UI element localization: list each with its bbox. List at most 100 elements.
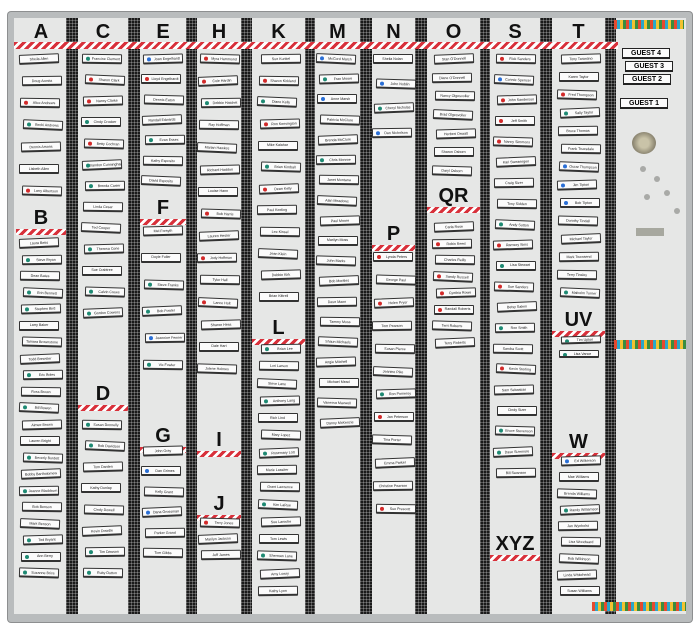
name-magnet[interactable]: Lisa Stewart: [496, 260, 536, 271]
name-magnet[interactable]: Kathy Lyon: [257, 585, 298, 597]
name-magnet[interactable]: Dale Hart: [199, 341, 239, 352]
name-magnet[interactable]: Aimee Brown: [21, 418, 63, 431]
name-magnet[interactable]: Ruby Dutton: [82, 567, 124, 579]
name-magnet[interactable]: Mel Forsyth: [142, 225, 184, 237]
name-magnet[interactable]: Debbie Kirk: [260, 269, 301, 281]
name-magnet[interactable]: Myra Hammond: [199, 53, 241, 65]
name-magnet[interactable]: Cheryl Nicholas: [373, 102, 414, 115]
name-magnet[interactable]: Jim Tipton: [556, 179, 597, 191]
name-magnet[interactable]: Mike Kalahar: [257, 140, 298, 151]
name-magnet[interactable]: Betty Cochran: [83, 138, 125, 150]
name-magnet[interactable]: Shaun Michaels: [317, 336, 358, 348]
name-magnet[interactable]: Bob Davidson: [84, 440, 126, 453]
name-magnet[interactable]: John Sanderson: [496, 94, 538, 106]
name-magnet[interactable]: Brian Kimball: [260, 161, 301, 173]
name-magnet[interactable]: Laura Betts: [18, 237, 60, 249]
name-magnet[interactable]: Randall Roberts: [433, 304, 474, 315]
name-magnet[interactable]: Sally Taylor: [559, 107, 600, 119]
name-magnet[interactable]: Lloyd Engelhardt: [141, 74, 181, 85]
name-magnet[interactable]: Francine Clement: [81, 53, 123, 65]
name-magnet[interactable]: Tom Darden: [82, 461, 124, 473]
name-magnet[interactable]: Susan Donnelly: [81, 419, 123, 431]
name-magnet[interactable]: Diane Kelly: [256, 96, 297, 108]
name-magnet[interactable]: Tammy Moss: [319, 316, 360, 328]
name-magnet[interactable]: Gordon Cowens: [82, 307, 124, 319]
name-magnet[interactable]: George Paul: [375, 274, 416, 286]
name-magnet[interactable]: Lynda Peters: [372, 252, 413, 262]
name-magnet[interactable]: Terri Roberts: [431, 320, 472, 332]
name-magnet[interactable]: Dean Kelly: [258, 182, 299, 195]
name-magnet[interactable]: Bobby Bartholomew: [20, 468, 62, 480]
guest-magnet[interactable]: GUEST 2: [623, 74, 671, 85]
name-magnet[interactable]: Ron Pomeroy: [375, 388, 416, 400]
name-magnet[interactable]: Christine Pearson: [372, 480, 413, 492]
name-magnet[interactable]: Cindy Crocker: [81, 117, 121, 128]
name-magnet[interactable]: Linda Cesar: [82, 201, 124, 213]
name-magnet[interactable]: Bob Morales: [318, 275, 359, 288]
name-magnet[interactable]: Brenda McClure: [317, 134, 358, 146]
name-magnet[interactable]: John Marks: [315, 255, 356, 267]
name-magnet[interactable]: John Noblin: [375, 78, 416, 90]
name-magnet[interactable]: Erin Bennett: [22, 286, 64, 299]
name-magnet[interactable]: Chris Monroe: [315, 154, 356, 166]
name-magnet[interactable]: Kari Swearingen: [495, 156, 537, 169]
name-magnet[interactable]: Kim LaRue: [257, 498, 298, 511]
name-magnet[interactable]: Terry Roberts: [434, 337, 475, 349]
name-magnet[interactable]: Ray Hoffman: [198, 120, 240, 131]
name-magnet[interactable]: Stan O'Donnell: [433, 53, 474, 65]
name-magnet[interactable]: Tom Pearson: [371, 320, 412, 332]
name-magnet[interactable]: Vic Fowler: [142, 359, 184, 371]
name-magnet[interactable]: Frank Truesdale: [560, 143, 601, 155]
name-magnet[interactable]: Bob Fowler: [141, 305, 183, 318]
name-magnet[interactable]: Lance Holt: [197, 296, 239, 309]
name-magnet[interactable]: Karen Taylor: [558, 72, 599, 82]
name-magnet[interactable]: Mary Lopez: [260, 429, 301, 442]
name-magnet[interactable]: Brenda Williams: [556, 487, 597, 500]
name-magnet[interactable]: Alice Andrews: [19, 97, 61, 109]
name-magnet[interactable]: Betsy Salem: [496, 301, 538, 313]
name-magnet[interactable]: Jeff James: [200, 549, 242, 561]
name-magnet[interactable]: Charles Reilly: [434, 254, 475, 266]
name-magnet[interactable]: Steve Bryan: [21, 254, 63, 265]
name-magnet[interactable]: Sue Kunkel: [260, 53, 301, 65]
name-magnet[interactable]: Tyler Hall: [199, 275, 241, 286]
name-magnet[interactable]: Eric Boles: [22, 369, 64, 381]
name-magnet[interactable]: Richard Haddon: [199, 164, 241, 176]
name-magnet[interactable]: Brad Olgesvoller: [432, 109, 473, 121]
name-magnet[interactable]: Ted Bryant: [22, 534, 64, 546]
name-magnet[interactable]: Michael Mead: [318, 377, 359, 388]
name-magnet[interactable]: Herbert Oswalt: [435, 128, 476, 140]
name-magnet[interactable]: Terry Jones: [199, 517, 241, 529]
name-magnet[interactable]: Mark Benson: [19, 517, 61, 530]
name-magnet[interactable]: David Esposito: [140, 175, 182, 187]
name-magnet[interactable]: Jan Wynholst: [557, 520, 598, 532]
name-magnet[interactable]: Cynthia Rowe: [435, 287, 476, 299]
name-magnet[interactable]: Bob Tipton: [559, 198, 600, 208]
name-magnet[interactable]: Fred Thompson: [556, 89, 597, 101]
name-magnet[interactable]: Joan Engelhardt: [142, 53, 184, 65]
guest-magnet[interactable]: GUEST 1: [620, 98, 668, 109]
name-magnet[interactable]: Debbie Hatchet: [200, 97, 242, 109]
name-magnet[interactable]: Marian Hawkes: [196, 141, 238, 154]
name-magnet[interactable]: Louise Hann: [198, 186, 238, 197]
name-magnet[interactable]: Sue Prescott: [375, 503, 416, 515]
name-magnet[interactable]: Sharon Hess: [200, 319, 242, 331]
name-magnet[interactable]: Paul Moore: [319, 215, 360, 227]
name-magnet[interactable]: Mark Townsend: [558, 251, 599, 263]
name-magnet[interactable]: Ramsey Sims: [492, 239, 534, 251]
name-magnet[interactable]: Cole Hardin: [197, 75, 239, 88]
name-magnet[interactable]: Robin Reed: [431, 238, 472, 249]
name-magnet[interactable]: Fran Moore: [318, 73, 359, 85]
name-magnet[interactable]: Susan Pierce: [374, 343, 415, 354]
name-magnet[interactable]: Lee Kinsel: [259, 226, 300, 238]
name-magnet[interactable]: Sheila Nolan: [372, 54, 413, 64]
name-magnet[interactable]: Sam Sebastian: [493, 384, 535, 396]
name-magnet[interactable]: Rosemary Lott: [258, 446, 299, 459]
name-magnet[interactable]: Anne Marsh: [316, 94, 357, 105]
guest-magnet[interactable]: GUEST 3: [625, 61, 673, 72]
name-magnet[interactable]: Lori Larson: [258, 361, 299, 372]
name-magnet[interactable]: Jeff Smith: [495, 116, 535, 127]
name-magnet[interactable]: Marilyn Jackson: [197, 533, 239, 545]
name-magnet[interactable]: Dave Sizemore: [492, 446, 534, 458]
name-magnet[interactable]: McCord Marsh: [315, 53, 356, 65]
